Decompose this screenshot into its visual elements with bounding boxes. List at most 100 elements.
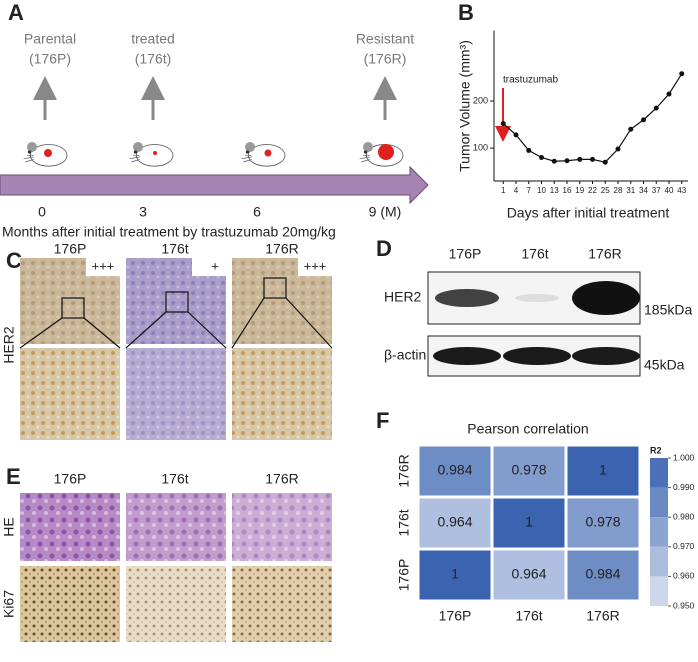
colorbar-label: 0.970	[673, 541, 695, 551]
x-tick-label: 16	[563, 186, 572, 195]
x-tick-label: 28	[614, 186, 623, 195]
x-tick-label: 7	[527, 186, 532, 195]
y-tick-label: 100	[473, 142, 488, 152]
colorbar-step	[650, 517, 668, 547]
point	[539, 154, 544, 160]
x-tick-label: 43	[677, 186, 686, 195]
caption: Months after initial treatment by trastu…	[2, 224, 336, 240]
column-header: 176P	[54, 241, 87, 257]
panel-label: B	[458, 0, 474, 25]
x-tick-label: 1	[501, 186, 506, 195]
point	[564, 158, 570, 164]
cell-label: 0.984	[585, 566, 620, 582]
y-category: 176t	[396, 509, 412, 536]
colorbar-label: 0.950	[673, 600, 695, 610]
colorbar-step	[650, 576, 668, 606]
timeline-tick: 3	[139, 204, 147, 220]
timeline	[0, 165, 429, 205]
ihc-images	[19, 258, 333, 440]
colorbar-step	[650, 546, 668, 577]
x-tick-label: 22	[588, 186, 597, 195]
x-tick-label: 10	[537, 186, 546, 195]
point	[590, 156, 595, 162]
cell-label: 1	[525, 514, 533, 530]
x-category: 176R	[586, 608, 619, 624]
blot-row: HER2	[384, 289, 422, 305]
point	[653, 105, 659, 111]
x-tick-label: 31	[626, 186, 635, 195]
stage-name: treated	[131, 31, 175, 47]
column-header: 176t	[161, 241, 188, 257]
point	[513, 132, 519, 138]
point	[602, 159, 608, 165]
y-category: 176P	[396, 559, 412, 592]
timeline-tick: 9 (M)	[369, 204, 402, 220]
y-tick-label: 200	[473, 95, 488, 105]
cell-label: 0.964	[437, 514, 472, 530]
blot-size: 45kDa	[644, 357, 685, 373]
stage-name: Resistant	[356, 31, 414, 47]
colorbar-label: 0.990	[673, 482, 695, 492]
stage-code: (176R)	[364, 51, 407, 67]
stage-code: (176P)	[29, 51, 71, 67]
cell	[564, 443, 642, 499]
score: +	[211, 258, 219, 273]
blot-row: β-actin	[384, 347, 426, 363]
panel-label: D	[376, 236, 392, 261]
x-tick-label: 13	[550, 186, 559, 195]
x-category: 176P	[439, 608, 472, 624]
point	[615, 146, 621, 152]
cell	[564, 547, 642, 603]
column-header: 176t	[161, 471, 188, 487]
column-header: 176P	[54, 471, 87, 487]
blot	[427, 271, 641, 377]
point	[666, 91, 672, 97]
cell	[490, 495, 568, 551]
point	[628, 126, 634, 132]
x-tick-label: 25	[601, 186, 610, 195]
point	[551, 158, 557, 164]
row-label: HE	[1, 517, 17, 536]
column-header: 176R	[588, 246, 621, 262]
x-axis-label: Days after initial treatment	[507, 205, 670, 221]
column-header: 176R	[265, 471, 298, 487]
x-tick-label: 34	[639, 186, 648, 195]
blot-size: 185kDa	[644, 302, 692, 318]
panel-label: F	[376, 408, 389, 433]
x-tick-label: 40	[665, 186, 674, 195]
point	[526, 147, 532, 153]
panel-label: A	[8, 0, 24, 25]
y-category: 176R	[396, 454, 412, 487]
score: +++	[92, 258, 115, 273]
y-axis-label: Tumor Volume (mm³)	[457, 40, 473, 172]
colorbar-title: R2	[650, 445, 662, 455]
colorbar-label: 0.960	[673, 571, 695, 581]
cell-label: 1	[451, 566, 459, 582]
x-category: 176t	[515, 608, 542, 624]
chart-title: Pearson correlation	[467, 421, 588, 437]
point	[679, 71, 685, 77]
stage-code: (176t)	[135, 51, 172, 67]
timeline-tick: 6	[253, 204, 261, 220]
point	[577, 156, 583, 162]
cell-label: 1	[599, 462, 607, 478]
x-tick-label: 37	[652, 186, 661, 195]
cell-label: 0.978	[585, 514, 620, 530]
point	[500, 121, 506, 127]
colorbar-step	[650, 458, 668, 488]
stage-name: Parental	[24, 31, 76, 47]
x-tick-label: 4	[514, 186, 519, 195]
panel-label: C	[6, 248, 22, 273]
colorbar-step	[650, 487, 668, 518]
he-ki67-images	[20, 493, 332, 642]
row-label: Ki67	[1, 590, 17, 618]
cell	[564, 495, 642, 551]
cell-label: 0.978	[511, 462, 546, 478]
colorbar-label: 0.980	[673, 511, 695, 521]
colorbar-label: 1.000	[673, 452, 695, 462]
panel-label: E	[6, 464, 21, 489]
score: +++	[304, 258, 327, 273]
cell	[416, 547, 494, 603]
mice	[23, 141, 404, 167]
